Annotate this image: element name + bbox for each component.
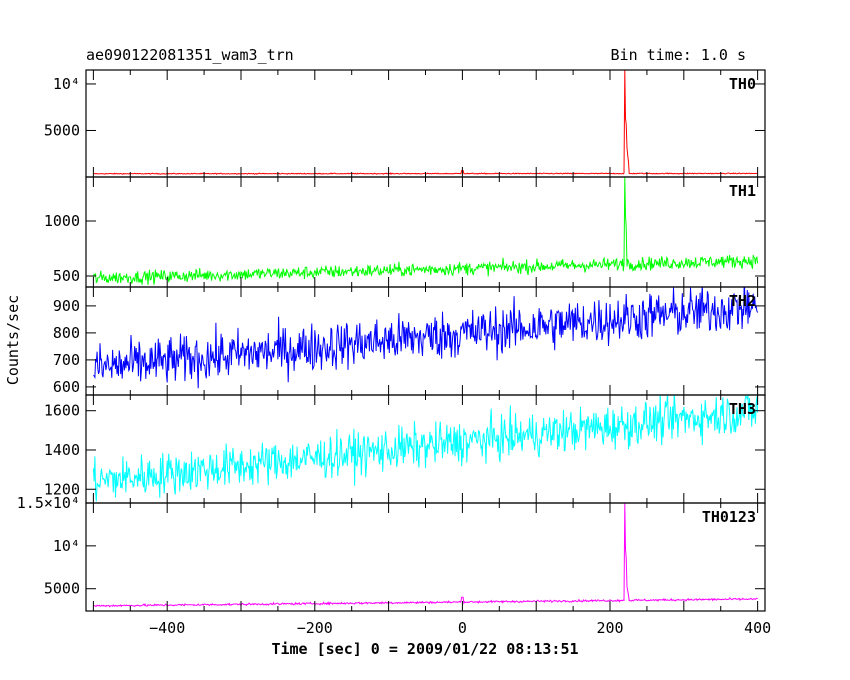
panel-name-label: TH0 <box>729 75 756 93</box>
series-line-th3 <box>92 395 759 502</box>
panel-name-label: TH2 <box>729 292 756 310</box>
y-tick-label: 600 <box>53 378 80 396</box>
y-tick-label: 5000 <box>44 580 80 598</box>
panel-name-label: TH0123 <box>702 508 756 526</box>
bin-time-label: Bin time: 1.0 s <box>611 46 746 64</box>
panel-frame <box>85 502 766 612</box>
y-tick-label: 500 <box>53 267 80 285</box>
panel-th2: TH2 600 700 800 900 <box>53 286 766 396</box>
panel-name-label: TH3 <box>729 400 756 418</box>
panel-th0: TH0 5000 10⁴ <box>44 69 766 178</box>
panels-group: TH0 5000 10⁴ TH1 500 1000 TH2 600 700 800 900 TH3 12… <box>17 69 771 637</box>
y-tick-label: 700 <box>53 351 80 369</box>
y-tick-label: 1600 <box>44 402 80 420</box>
x-tick-label: 400 <box>744 619 771 637</box>
y-tick-label: 10⁴ <box>53 537 80 555</box>
panel-th0123: TH0123 5000 10⁴ 1.5×10⁴ <box>17 494 766 612</box>
x-axis-label: Time [sec] 0 = 2009/01/22 08:13:51 <box>271 640 578 658</box>
y-tick-label: 10⁴ <box>53 75 80 93</box>
y-tick-label: 1400 <box>44 441 80 459</box>
series-line-th0123 <box>93 503 758 608</box>
y-axis-label: Counts/sec <box>4 295 22 385</box>
panel-frame <box>85 394 766 504</box>
panel-th3: TH3 1200 1400 1600 <box>44 394 766 504</box>
y-tick-label: 800 <box>53 324 80 342</box>
y-tick-label: 900 <box>53 297 80 315</box>
y-tick-label: 1.5×10⁴ <box>17 494 80 512</box>
x-tick-label: 0 <box>458 619 467 637</box>
x-tick-label: −200 <box>297 619 333 637</box>
panel-name-label: TH1 <box>729 182 756 200</box>
panel-th1: TH1 500 1000 <box>44 176 766 288</box>
chart-title: ae090122081351_wam3_trn <box>86 46 294 64</box>
series-line-th0 <box>93 70 758 176</box>
y-tick-label: 5000 <box>44 121 80 139</box>
x-tick-label: 200 <box>596 619 623 637</box>
y-tick-label: 1200 <box>44 480 80 498</box>
panel-frame <box>85 286 766 396</box>
panel-frame <box>85 69 766 178</box>
series-line-th1 <box>92 177 759 285</box>
y-tick-label: 1000 <box>44 212 80 230</box>
x-tick-label: −400 <box>149 619 185 637</box>
series-line-th2 <box>93 287 759 389</box>
